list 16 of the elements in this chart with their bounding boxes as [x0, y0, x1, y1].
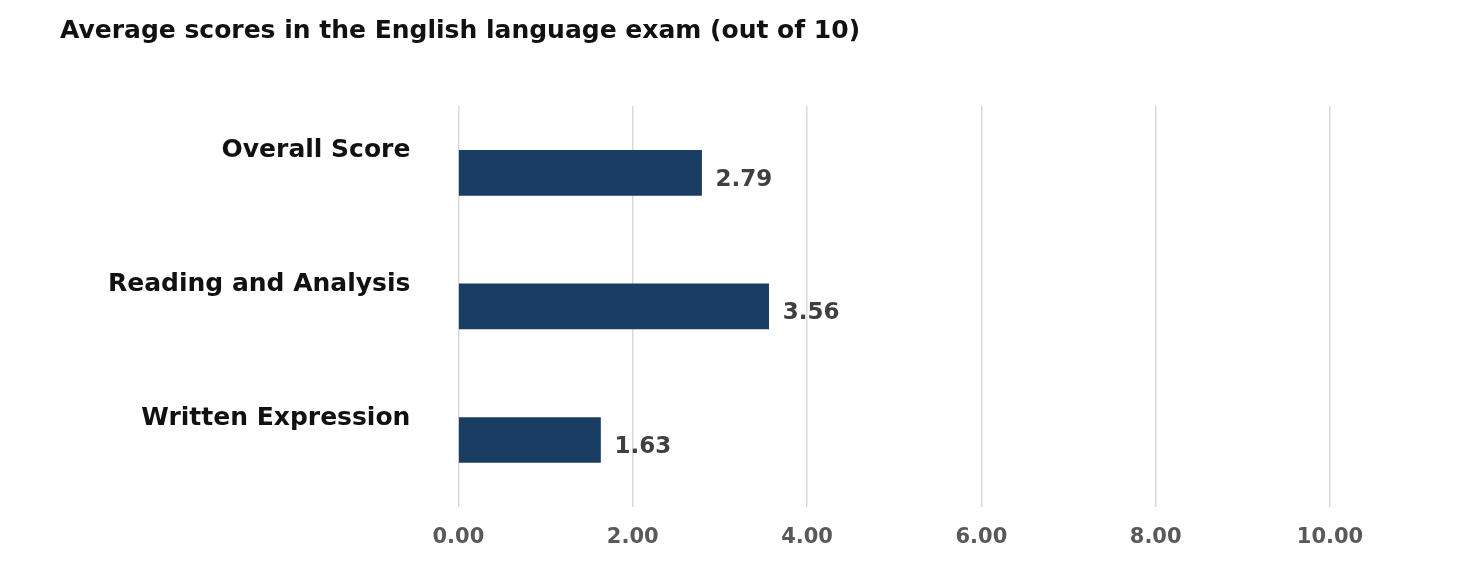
- y-tick-label: Reading and Analysis: [108, 267, 411, 297]
- x-tick-label: 0.00: [432, 523, 485, 548]
- data-label: 2.79: [715, 164, 773, 191]
- x-tick-label: 6.00: [955, 523, 1008, 548]
- bar: [458, 283, 770, 330]
- x-tick-label: 8.00: [1129, 523, 1182, 548]
- data-label: 1.63: [614, 431, 672, 458]
- bar: [458, 417, 601, 463]
- chart-title: Average scores in the English language exam (out of 10): [60, 14, 861, 44]
- bar: [458, 149, 702, 196]
- x-tick-label: 10.00: [1296, 523, 1364, 548]
- x-tick-label: 4.00: [781, 523, 833, 548]
- y-tick-label: Overall Score: [221, 134, 411, 164]
- y-tick-label: Written Expression: [141, 401, 411, 431]
- data-label: 3.56: [782, 298, 840, 325]
- x-tick-label: 2.00: [606, 523, 659, 548]
